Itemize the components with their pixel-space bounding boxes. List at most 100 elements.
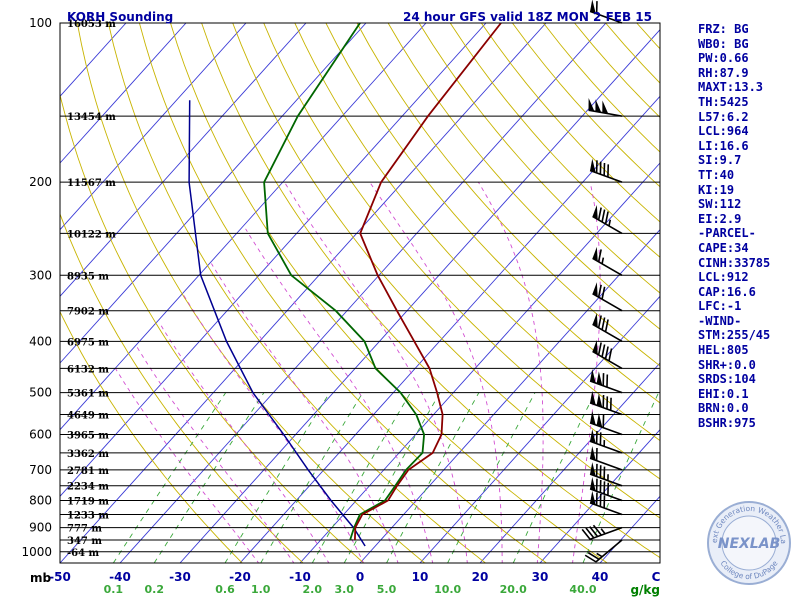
- wind-barb: [592, 340, 623, 370]
- index-line: RH:87.9: [698, 65, 749, 80]
- mixing-ratio-tick-label: 10.0: [434, 583, 461, 596]
- height-label: 3965 m: [67, 430, 109, 441]
- wind-barb-staff: [595, 539, 623, 563]
- temperature-trace: [354, 23, 502, 541]
- moist-adiabat: [572, 182, 601, 563]
- mixing-ratio-tick-label: 2.0: [303, 583, 323, 596]
- logo-text: NEXLAB: [718, 536, 781, 552]
- wind-barb-flag: [590, 410, 596, 425]
- wind-barb-full: [581, 528, 591, 540]
- sounding-traces: [188, 23, 502, 547]
- index-line: STM:255/45: [698, 328, 771, 343]
- mixing-ratio-line: [311, 392, 411, 563]
- wind-barb: [592, 312, 623, 343]
- dry-adiabat: [232, 23, 660, 519]
- wind-barb-flag: [590, 462, 596, 477]
- wind-barb-staff: [589, 10, 623, 24]
- index-line: -PARCEL-: [698, 226, 756, 241]
- moist-adiabat: [211, 263, 399, 563]
- mixing-ratio-axis: 0.1 0.2 0.6 1.0 2.0 3.0 5.0 10.0 20.0 40.0: [104, 583, 597, 596]
- wind-barb-full: [597, 342, 602, 356]
- wind-barb-flag: [590, 476, 596, 491]
- wind-barb-half: [600, 528, 606, 535]
- height-label: 347 m: [67, 536, 102, 547]
- wind-barb-flag: [592, 205, 598, 220]
- moist-adiabat: [182, 293, 364, 563]
- wind-barb-staff: [592, 215, 623, 235]
- height-label: 3362 m: [67, 449, 109, 460]
- wind-barb: [584, 539, 623, 563]
- isotherm: [60, 23, 367, 364]
- isotherm: [60, 23, 307, 298]
- temperature-axis: -50 -40 -30 -20 -10 0 10 20 30 40: [49, 570, 608, 584]
- wind-barb-full: [597, 207, 602, 221]
- height-lines: [60, 23, 660, 553]
- dewpoint-trace: [263, 23, 426, 541]
- plot-frame: [59, 22, 661, 564]
- wind-barb-flag: [590, 369, 596, 384]
- dry-adiabat: [170, 23, 608, 563]
- isotherm: [60, 23, 187, 164]
- isotherm: [419, 295, 660, 563]
- isotherm: [299, 162, 660, 563]
- dry-adiabat: [201, 23, 660, 559]
- height-label: 4649 m: [67, 411, 109, 422]
- index-line: FRZ: BG: [698, 22, 749, 36]
- mixing-ratio-tick-label: 5.0: [377, 583, 397, 596]
- mixing-ratio-tick-label: 0.2: [144, 583, 164, 596]
- wind-barb-full: [604, 211, 609, 225]
- wind-barb-flag: [596, 371, 603, 386]
- wind-barb-flag: [590, 490, 596, 505]
- mixing-ratio-tick-label: 0.6: [215, 583, 235, 596]
- index-line: SW:112: [698, 197, 742, 212]
- height-label: 5361 m: [67, 389, 109, 400]
- isotherm: [60, 23, 247, 231]
- index-line: TH:5425: [698, 94, 749, 109]
- height-label: 8935 m: [67, 271, 109, 282]
- index-line: LCL:964: [698, 124, 749, 139]
- height-label: 16053 m: [67, 19, 116, 30]
- dry-adiabat: [60, 212, 304, 563]
- dry-adiabat: [356, 23, 660, 367]
- pressure-tick-label: 600: [29, 427, 52, 441]
- pressure-tick-label: 300: [29, 268, 52, 282]
- wind-barb: [589, 462, 623, 487]
- index-line: LI:16.6: [698, 138, 749, 153]
- wind-barb-flag: [590, 429, 596, 444]
- moist-adiabat: [115, 368, 260, 563]
- wind-barb-flag: [602, 100, 609, 114]
- pressure-tick-label: 100: [29, 16, 52, 30]
- wind-barb-flag: [592, 312, 598, 328]
- wind-barb-full: [584, 554, 597, 563]
- temperature-tick-label: -20: [229, 570, 251, 584]
- mixing-ratio-tick-label: 1.0: [251, 583, 271, 596]
- index-line: PW:0.66: [698, 51, 749, 66]
- wind-barb-flag: [592, 246, 598, 262]
- height-labels: 16053 m 13454 m 11567 m 10122 m 8935 m 7902 m…: [67, 19, 116, 559]
- wind-barb: [589, 429, 623, 454]
- pressure-tick-label: 900: [29, 521, 52, 535]
- dry-adiabat: [263, 23, 660, 480]
- mixing-ratio-line: [512, 392, 596, 563]
- index-line: TT:40: [698, 167, 735, 182]
- temperature-tick-label: 40: [592, 570, 609, 584]
- wind-barb: [589, 158, 623, 183]
- moist-adiabat: [245, 228, 434, 563]
- wind-barb-staff: [592, 293, 623, 312]
- pressure-axis: 100 200 300 400 500 600 700 800 900 1000: [21, 16, 52, 559]
- pressure-tick-label: 500: [29, 386, 52, 400]
- pressure-tick-label: 700: [29, 463, 52, 477]
- temperature-tick-label: 30: [532, 570, 549, 584]
- isotherm: [60, 23, 487, 498]
- wind-barb-full: [601, 344, 606, 358]
- isotherm: [119, 23, 607, 563]
- index-line: KI:19: [698, 182, 735, 197]
- moist-adiabat: [478, 181, 544, 563]
- wind-barb-flag: [590, 158, 596, 173]
- valid-title: 24 hour GFS valid 18Z MON 2 FEB 15: [403, 10, 652, 24]
- mixing-ratio-line: [386, 392, 480, 563]
- height-label: 2234 m: [67, 482, 109, 493]
- mixing-ratio-line: [112, 392, 227, 563]
- wind-barb-flag: [592, 282, 598, 297]
